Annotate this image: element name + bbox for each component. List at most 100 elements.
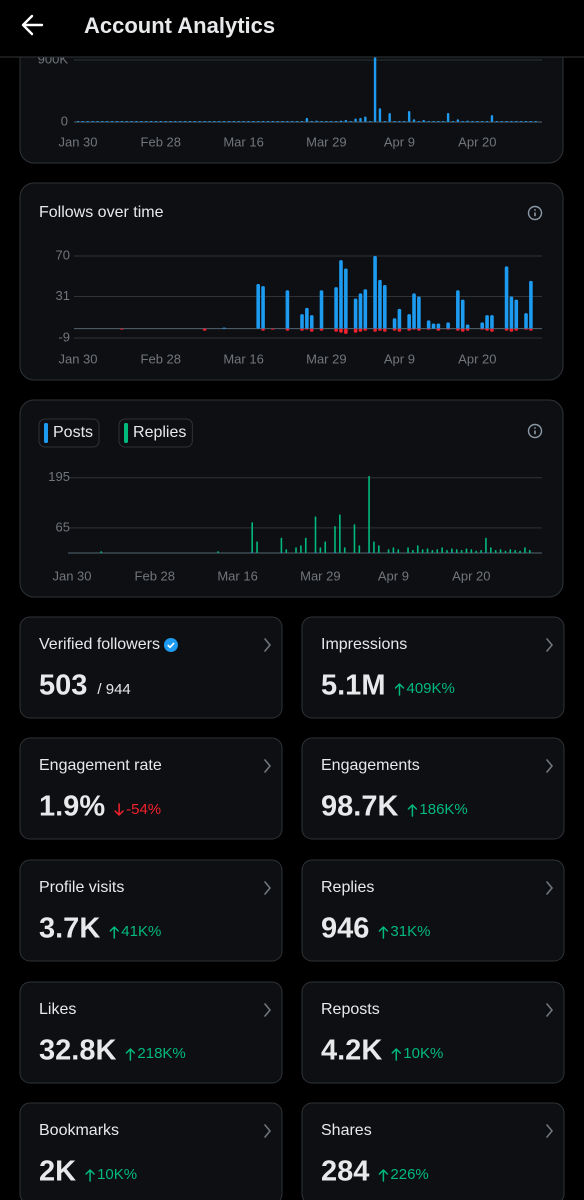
bar [135, 121, 138, 122]
x-tick-label: Mar 16 [217, 568, 257, 583]
stat-card-bg[interactable] [301, 859, 565, 962]
bar [446, 322, 450, 329]
stat-card[interactable]: Reposts 4.2K 10K% [301, 981, 565, 1084]
stat-change: 186K% [419, 801, 467, 818]
bar [485, 121, 489, 122]
bar [363, 328, 368, 331]
bar [456, 119, 460, 122]
bar [120, 121, 124, 122]
bar [529, 328, 533, 331]
x-tick-label: Jan 30 [52, 568, 91, 583]
trend-arrow [109, 926, 120, 939]
stat-card-bg[interactable] [301, 737, 565, 840]
bar [373, 328, 377, 332]
bar [480, 322, 485, 329]
bar [426, 548, 429, 553]
trend-arrow [114, 803, 124, 816]
bar [519, 550, 521, 553]
bar [476, 121, 479, 122]
stat-card-bg[interactable] [301, 616, 565, 719]
legend-chip[interactable] [38, 418, 100, 448]
bar [466, 120, 469, 122]
bar [256, 121, 260, 122]
bar [412, 549, 414, 553]
bar [76, 121, 80, 122]
stat-card-bg[interactable] [19, 616, 283, 719]
stat-change: 409K% [406, 680, 454, 697]
bar-chart: -9 31 70 Jan 30 Feb 28 Mar 16 Mar 29 Apr 9 Apr 2… [39, 204, 543, 366]
bar [343, 547, 346, 553]
stat-card-bg[interactable] [301, 1102, 565, 1200]
stat-card-bg[interactable] [19, 737, 283, 840]
stat-change: -54% [126, 801, 161, 818]
stat-label: Bookmarks [39, 1122, 119, 1139]
bar [149, 121, 153, 122]
bar [130, 121, 133, 122]
bar [529, 121, 533, 122]
x-tick-label: Mar 16 [223, 351, 263, 366]
bar [528, 549, 531, 553]
bar [198, 121, 201, 122]
stat-card[interactable]: Engagements 98.7K 186K% [301, 737, 565, 840]
bar [334, 121, 338, 122]
bar [490, 315, 494, 329]
bar [96, 121, 99, 122]
stat-card-bg[interactable] [19, 981, 283, 1084]
bar [291, 121, 294, 122]
stat-card[interactable]: Impressions 5.1M 409K% [301, 616, 565, 719]
bar [407, 547, 409, 553]
bar [319, 290, 324, 329]
stat-card-bg[interactable] [19, 859, 283, 962]
bar [339, 514, 341, 553]
bar [392, 547, 395, 553]
bar [314, 551, 317, 553]
bar [368, 475, 370, 553]
chevron [264, 1003, 272, 1017]
chevron [546, 1003, 554, 1017]
stat-card[interactable]: Profile visits 3.7K 41K% [19, 859, 283, 962]
bar [373, 541, 375, 553]
bar [495, 121, 499, 122]
bar [378, 108, 382, 122]
bar [475, 550, 478, 553]
x-tick-label: Apr 9 [384, 351, 415, 366]
legend-swatch [124, 423, 129, 443]
stat-card[interactable]: Verified followers 503 / 944 [19, 616, 283, 719]
stat-card[interactable]: Bookmarks 2K 10K% [19, 1102, 283, 1200]
bar [441, 547, 443, 553]
stat-card[interactable]: Likes 32.8K 218K% [19, 981, 283, 1084]
x-tick-label: Feb 28 [141, 351, 181, 366]
stat-label: Profile visits [39, 879, 124, 896]
bar [456, 290, 460, 329]
bar [305, 328, 309, 330]
legend-chip[interactable] [118, 418, 193, 448]
info-icon[interactable] [527, 205, 543, 221]
bar [310, 121, 313, 122]
bar [460, 549, 463, 553]
bar [397, 549, 400, 553]
trend-arrow [391, 1048, 402, 1061]
bar [471, 121, 474, 122]
stat-card-bg[interactable] [19, 1102, 283, 1200]
bar [407, 110, 411, 122]
bar [393, 121, 396, 122]
stat-value: 284 [321, 1156, 369, 1188]
bar [86, 121, 89, 122]
stat-card[interactable]: Engagement rate 1.9% -54% [19, 737, 283, 840]
stat-change: 226% [390, 1166, 428, 1183]
stat-card-bg[interactable] [301, 981, 565, 1084]
stat-label: Reposts [321, 1001, 380, 1018]
info-icon[interactable] [527, 423, 543, 439]
bar [514, 299, 519, 329]
bar [407, 328, 411, 331]
bar [344, 268, 348, 329]
bar [286, 121, 289, 122]
bar [398, 121, 401, 122]
back-button[interactable] [21, 14, 44, 36]
stat-card[interactable]: Replies 946 31K% [301, 859, 565, 962]
bar [383, 328, 387, 332]
stat-card[interactable]: Shares 284 226% [301, 1102, 565, 1200]
bar [524, 121, 528, 122]
bar [349, 121, 352, 122]
